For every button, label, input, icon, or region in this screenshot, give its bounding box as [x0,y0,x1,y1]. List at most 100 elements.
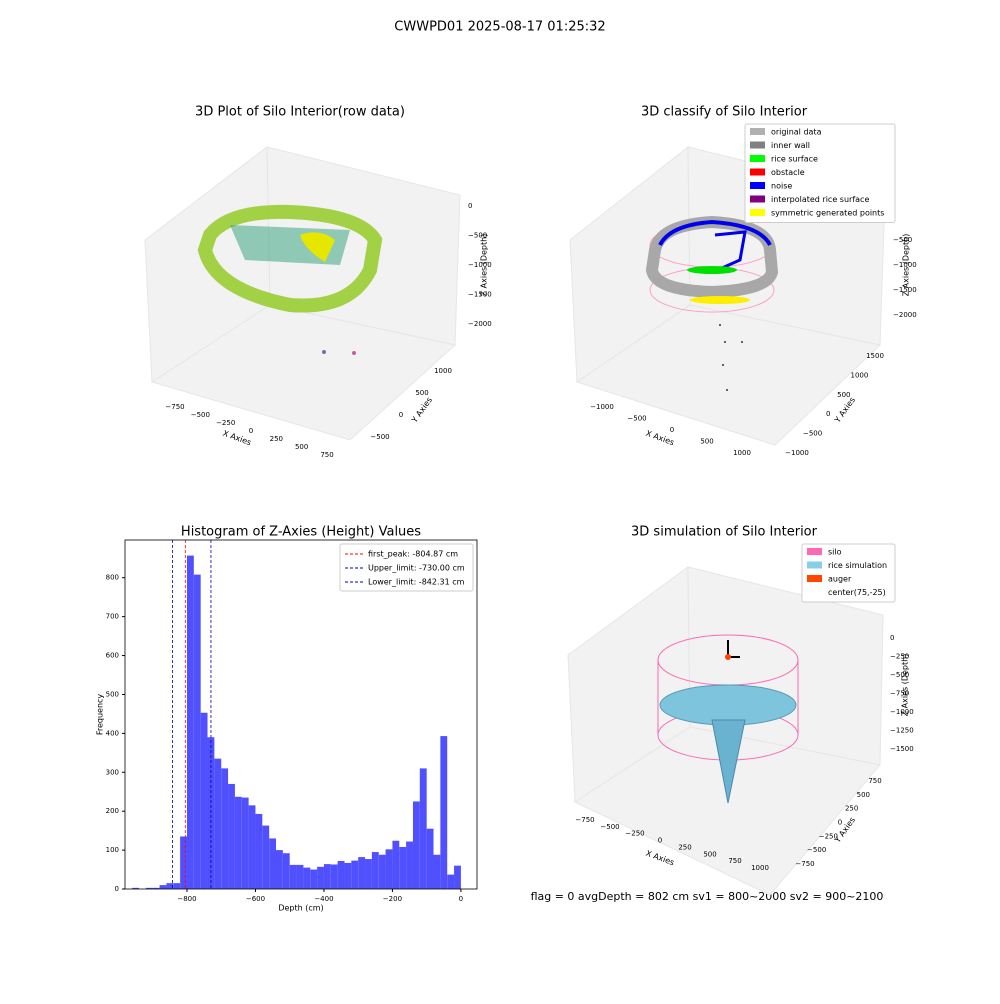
x-tick-label: 500 [295,443,308,451]
bar [344,862,352,889]
y-tick-label: 0 [115,885,119,893]
x-tick-label: 750 [320,451,333,459]
bar [419,768,427,889]
legend-swatch [807,548,822,555]
y-axis-label: Frequency [96,694,105,736]
z-tick-label: −500 [893,236,912,244]
x-tick-label: 250 [678,843,691,851]
point [724,341,726,343]
x-tick-label: 250 [270,435,283,443]
legend-swatch [807,575,822,582]
generated-points [690,296,750,304]
legend-label: center(75,-25) [828,588,886,597]
bar [145,887,153,889]
bar [454,865,461,889]
z-tick-label: −1500 [890,745,914,753]
legend-swatch [750,195,765,203]
bar [159,885,167,889]
point-cloud [197,204,383,355]
bar [241,797,249,889]
bar [303,867,311,889]
bar [447,874,455,889]
center-point [725,654,731,660]
rice-surface [659,684,797,726]
bar [392,840,400,889]
z-tick-label: 0 [890,634,894,642]
y-tick-label: 0 [399,411,403,419]
bar [323,864,331,889]
bar [371,852,379,889]
y-tick-label: 200 [106,807,119,815]
bar [330,864,338,889]
x-tick-label: 1000 [751,864,769,872]
legend-label: rice simulation [828,561,887,570]
z-tick-label: −500 [890,671,909,679]
x-tick-label: 500 [703,850,716,858]
legend-swatch [750,168,765,176]
bar [269,838,277,889]
legend-swatch [750,155,765,162]
bar [262,825,270,889]
legend-swatch [750,182,765,189]
rice-surface [687,266,737,274]
x-tick-label: −250 [216,419,235,427]
x-tick-label: 1000 [733,449,751,457]
z-tick-label: −2000 [468,320,492,328]
x-tick-label: −500 [627,415,646,423]
z-axis-label: Z Axies (Depth) [902,234,911,297]
y-tick-label: 250 [845,805,858,813]
bar [406,841,413,889]
subplot-title: Histogram of Z-Axies (Height) Values [181,525,421,540]
bar [173,883,181,889]
x-tick-label: 0 [658,837,662,845]
bar [282,853,290,889]
x-tick-label: 500 [700,438,713,446]
y-tick-label: −250 [819,832,838,840]
legend-swatch [750,128,765,135]
silo-wall-points [197,204,383,313]
bar [412,801,420,889]
bar [351,860,359,889]
legend-label: inner wall [771,141,810,150]
z-axis-label: Z Axies (Depth) [480,234,489,297]
bar [166,883,174,889]
bar [255,813,263,889]
z-tick-label: −500 [468,232,487,240]
bar [207,737,215,889]
outlier-point [322,350,326,354]
bar [440,736,448,889]
legend-swatch [807,588,822,596]
y-tick-label: −1000 [785,449,809,457]
x-tick-label: −1000 [590,403,614,411]
y-tick-label: 500 [857,791,870,799]
y-tick-label: 1500 [866,352,884,360]
legend-box [801,543,896,603]
z-tick-label: 0 [468,202,472,210]
legend-label: obstacle [771,168,805,177]
figure-title: CWWPD01 2025-08-17 01:25:32 [394,20,605,35]
bar [221,768,229,889]
bar [248,805,256,889]
bar [289,864,297,889]
y-tick-label: 0 [838,819,842,827]
z-tick-label: −1500 [468,291,492,299]
x-tick-label: −250 [625,830,644,838]
y-tick-label: 1000 [850,371,868,379]
subplot-title: 3D simulation of Silo Interior [631,525,818,540]
z-tick-label: −1000 [468,261,492,269]
bar [180,836,187,889]
x-tick-label: 0 [249,427,253,435]
x-tick-label: −750 [165,403,184,411]
legend-label: Upper_limit: -730.00 cm [368,564,465,573]
legend-label: original data [771,128,822,137]
x-tick-label: −400 [314,895,333,903]
y-tick-label: 500 [415,389,428,397]
x-tick-label: −500 [600,823,619,831]
bar [152,887,160,889]
subplot-title: 3D Plot of Silo Interior(row data) [195,105,405,120]
bar [337,860,345,889]
y-tick-label: 400 [106,729,119,737]
point [719,324,721,326]
y-tick-label: 800 [106,574,119,582]
